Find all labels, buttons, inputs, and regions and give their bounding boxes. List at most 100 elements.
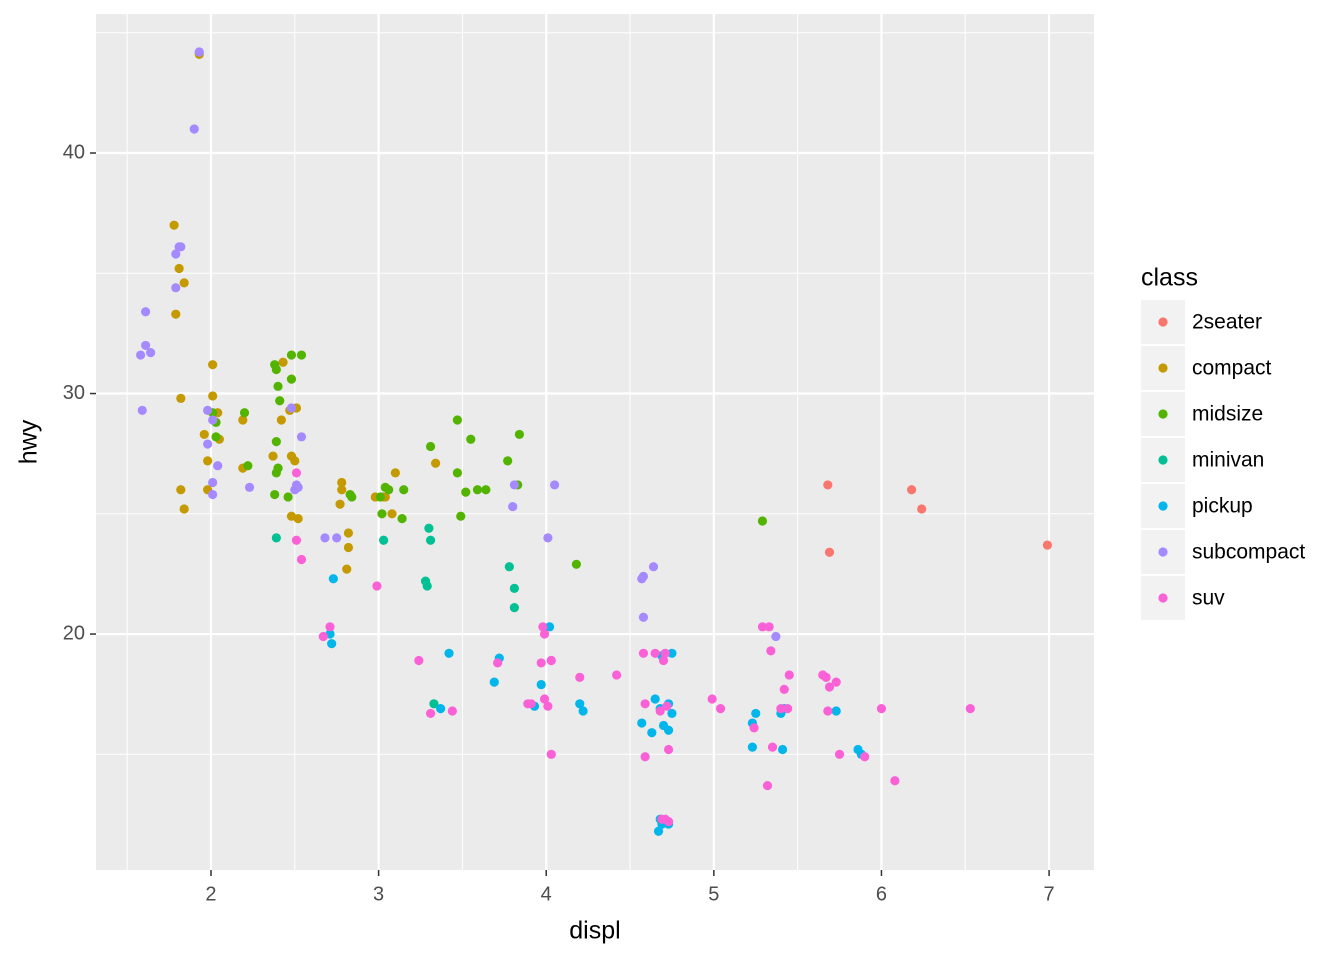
point [387, 509, 397, 519]
legend-label: pickup [1192, 495, 1253, 518]
point [141, 307, 151, 317]
point [662, 701, 672, 711]
point [707, 694, 717, 704]
x-tick-label: 3 [373, 883, 384, 905]
point [171, 283, 181, 293]
point [653, 826, 664, 836]
point [504, 562, 514, 572]
legend-label: 2seater [1192, 311, 1262, 334]
point [638, 612, 649, 622]
point [271, 364, 281, 375]
point [831, 677, 841, 687]
point [169, 220, 179, 230]
point [876, 704, 887, 714]
point [447, 706, 457, 716]
point [377, 509, 387, 519]
point [637, 574, 647, 584]
point [757, 622, 768, 632]
point [648, 562, 659, 572]
point [425, 708, 436, 719]
point [135, 350, 146, 360]
point [290, 456, 300, 466]
point [384, 485, 394, 495]
legend-swatch [1158, 547, 1168, 557]
x-tick-label: 4 [541, 883, 552, 905]
point [328, 574, 338, 584]
point [823, 480, 833, 490]
point [907, 485, 917, 495]
point [508, 501, 518, 512]
point [414, 655, 424, 666]
point [526, 699, 536, 709]
point [332, 533, 342, 543]
point [296, 554, 307, 565]
point [425, 535, 436, 545]
point [663, 725, 674, 735]
point [375, 492, 385, 502]
point [890, 776, 900, 786]
point [171, 309, 181, 319]
points [135, 47, 1053, 836]
point [208, 489, 218, 500]
point [640, 699, 650, 709]
x-tick-label: 7 [1044, 883, 1055, 905]
point [335, 499, 345, 509]
point [293, 514, 303, 524]
point [189, 124, 199, 134]
point [776, 704, 786, 714]
legend-swatch [1158, 317, 1168, 327]
point [965, 704, 975, 714]
point [238, 415, 248, 425]
legend: class 2seater compact midsize minivan pickup… [1141, 264, 1305, 620]
point [286, 403, 297, 413]
point [430, 458, 441, 468]
point [327, 639, 337, 649]
point [472, 485, 483, 495]
point [208, 415, 218, 425]
point [824, 547, 835, 557]
legend-swatch [1158, 455, 1168, 465]
point [543, 533, 553, 543]
point [749, 723, 759, 733]
point [539, 629, 550, 639]
y-axis-title: hwy [15, 419, 43, 464]
point [425, 441, 436, 452]
point [444, 648, 454, 658]
point [436, 704, 446, 714]
point [337, 477, 347, 488]
point [546, 749, 556, 759]
point [658, 655, 669, 666]
point [536, 658, 546, 668]
point [767, 742, 778, 752]
point [667, 648, 677, 658]
point [286, 350, 297, 360]
point [860, 752, 870, 762]
point [270, 489, 280, 500]
legend-label: compact [1192, 357, 1272, 380]
point [179, 278, 189, 288]
point [203, 439, 213, 449]
legend-swatch [1158, 409, 1168, 419]
point [824, 682, 835, 692]
point [208, 477, 218, 488]
grid [96, 14, 1094, 870]
point [575, 699, 585, 709]
point [379, 535, 389, 545]
point [536, 679, 546, 690]
point [429, 699, 439, 709]
legend-label: midsize [1192, 403, 1263, 426]
point [146, 348, 156, 358]
point [290, 485, 300, 495]
point [176, 485, 186, 495]
x-tick-label: 2 [205, 883, 216, 905]
point [655, 706, 665, 716]
x-tick-label: 6 [876, 883, 887, 905]
point [399, 485, 409, 495]
point [271, 533, 281, 543]
point [539, 694, 550, 704]
point [171, 249, 181, 259]
point [397, 514, 407, 524]
point [452, 415, 462, 425]
point [663, 744, 674, 755]
